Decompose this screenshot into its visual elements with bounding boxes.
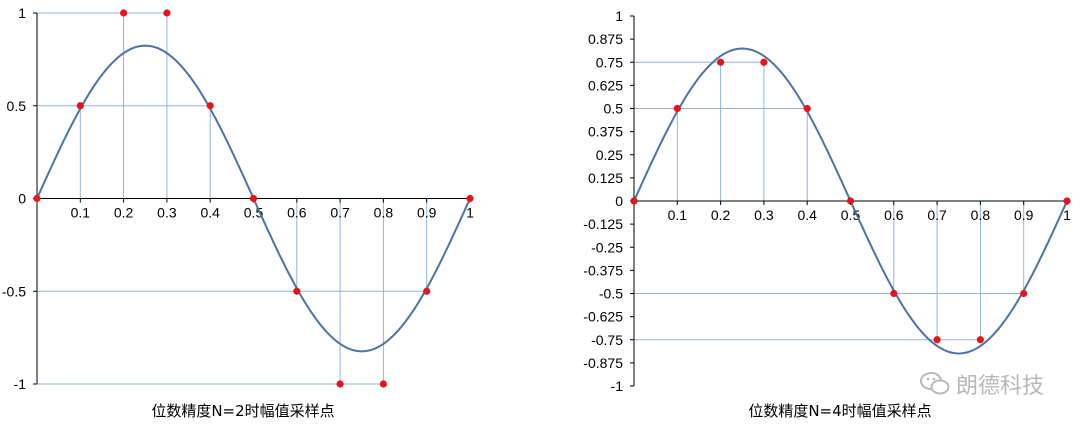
sample-point xyxy=(120,9,128,17)
y-tick-label: 0 xyxy=(18,191,26,207)
sample-point xyxy=(673,104,681,113)
sample-point xyxy=(1063,197,1071,205)
sample-point xyxy=(760,58,768,66)
x-tick-label: 0.1 xyxy=(71,205,91,221)
sample-point xyxy=(249,194,258,203)
sample-point xyxy=(630,197,638,205)
wechat-icon xyxy=(919,372,950,395)
chart-n2: 10.50-0.5-10.1 0.2 0.3 0.4 0.5 0.6 0.7 0.8 0.9 1位… xyxy=(2,5,474,420)
y-tick-label: 0 xyxy=(615,193,623,209)
y-tick-label: 0.5 xyxy=(604,101,624,117)
sample-point xyxy=(423,287,431,295)
sample-point xyxy=(803,104,811,113)
x-tick-label: 0.3 xyxy=(157,205,177,221)
x-tick-label: 0.4 xyxy=(200,205,220,221)
y-tick-label: -0.5 xyxy=(2,283,26,299)
sample-point xyxy=(163,9,171,17)
y-tick-label: 0.5 xyxy=(7,98,27,114)
y-tick-label: -0.5 xyxy=(599,286,623,302)
y-tick-label: 0.375 xyxy=(588,124,623,140)
y-tick-label: -0.125 xyxy=(583,216,623,232)
x-tick-label: 0.6 xyxy=(884,207,904,223)
y-tick-label: 0.125 xyxy=(588,170,623,186)
sample-point xyxy=(1020,289,1028,298)
x-tick-label: 1 xyxy=(466,205,474,221)
sample-point xyxy=(976,336,985,344)
x-tick-label: 0.2 xyxy=(711,207,731,223)
y-tick-label: -0.75 xyxy=(591,332,623,348)
y-tick-label: -0.25 xyxy=(591,239,623,255)
sample-point xyxy=(293,287,301,295)
y-tick-label: 0.875 xyxy=(588,31,623,47)
watermark-text: 朗德科技 xyxy=(955,374,1044,399)
y-tick-label: 0.625 xyxy=(588,77,623,93)
x-tick-label: 0.9 xyxy=(417,205,437,221)
sample-point xyxy=(466,194,474,203)
y-tick-label: 0.75 xyxy=(596,54,623,70)
y-tick-label: 1 xyxy=(18,5,26,21)
x-tick-label: 0.4 xyxy=(797,207,817,223)
sample-point xyxy=(379,380,387,388)
y-tick-label: 1 xyxy=(615,8,623,24)
x-tick-label: 0.1 xyxy=(668,207,688,223)
chart-caption: 位数精度N=2时幅值采样点 xyxy=(151,402,334,420)
y-tick-label: -0.375 xyxy=(583,262,623,278)
x-tick-label: 0.2 xyxy=(114,205,134,221)
chart-n4: 1 0.875 0.75 0.625 0.5 0.375 0.25 0.125 0 -0.125 -… xyxy=(583,8,1071,420)
x-tick-label: 0.8 xyxy=(971,207,991,223)
y-tick-label: -1 xyxy=(611,378,624,394)
x-tick-label: 0.8 xyxy=(374,205,394,221)
y-tick-label: -1 xyxy=(14,376,27,392)
x-tick-label: 0.6 xyxy=(287,205,307,221)
sample-point xyxy=(717,58,725,66)
y-tick-label: -0.625 xyxy=(583,309,623,325)
sample-point xyxy=(933,336,941,344)
y-tick-label: 0.25 xyxy=(596,147,623,163)
sample-point xyxy=(33,194,41,203)
y-tick-label: -0.875 xyxy=(583,355,623,371)
sample-point xyxy=(76,102,84,110)
chart-caption: 位数精度N=4时幅值采样点 xyxy=(748,402,931,420)
x-tick-label: 0.7 xyxy=(927,207,947,223)
sample-point xyxy=(336,380,344,388)
x-tick-label: 0.9 xyxy=(1014,207,1034,223)
sample-point xyxy=(846,197,855,205)
watermark: 朗德科技 xyxy=(919,368,1044,400)
sample-point xyxy=(890,289,898,298)
x-tick-label: 1 xyxy=(1063,207,1071,223)
x-tick-label: 0.7 xyxy=(330,205,350,221)
x-tick-label: 0.3 xyxy=(754,207,774,223)
sample-point xyxy=(206,102,214,110)
